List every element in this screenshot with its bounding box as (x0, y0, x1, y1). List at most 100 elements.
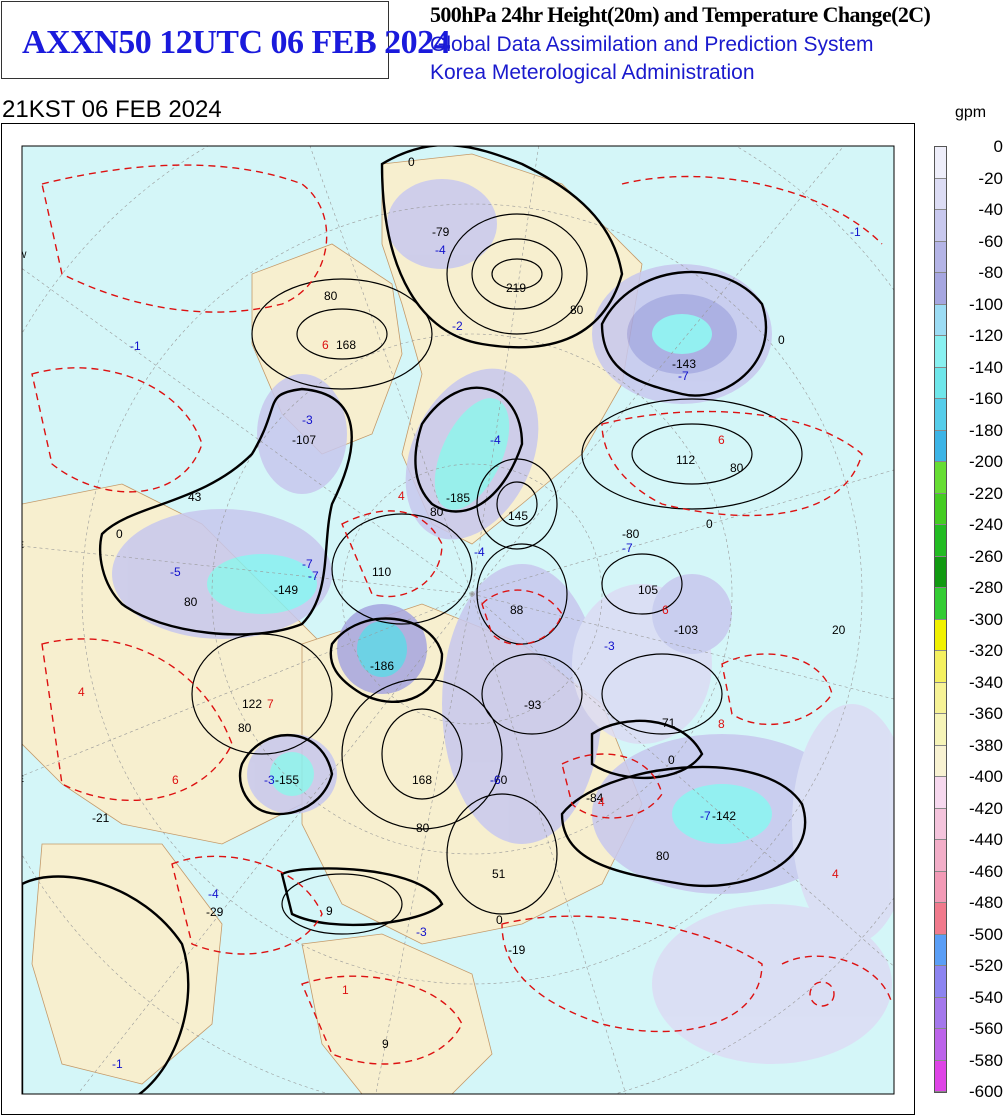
height-label: -29 (206, 905, 224, 919)
contour-label: 0 (116, 527, 123, 541)
contour-label: 80 (656, 849, 670, 863)
colorbar-swatch (935, 619, 946, 651)
height-label: -103 (674, 623, 698, 637)
land-india (301, 933, 493, 1094)
land-africa (31, 843, 223, 1085)
map-frame: 060W 090W 120W 060E 090E 120E 030W 000E … (1, 123, 915, 1115)
colorbar-label: 0 (993, 137, 1003, 156)
temp-warm-label: 1 (342, 983, 349, 997)
height-label: 145 (508, 509, 528, 523)
contour-label: 0 (778, 333, 785, 347)
colorbar-swatch (935, 651, 946, 683)
colorbar-swatch (935, 241, 946, 273)
height-label: -185 (446, 491, 470, 505)
temp-warm-label: 6 (718, 433, 725, 447)
lat-label-150e: 150E (895, 980, 914, 990)
colorbar-swatch (935, 336, 946, 368)
contour-label: 80 (184, 595, 198, 609)
colorbar-label: -400 (968, 767, 1003, 786)
colorbar (934, 146, 947, 1093)
height-label: -84 (586, 791, 604, 805)
temp-cold-label: -4 (490, 433, 501, 447)
colorbar-unit: gpm (955, 104, 987, 121)
colorbar-swatch (935, 273, 946, 305)
colorbar-label: -220 (968, 483, 1003, 503)
colorbar-swatch (935, 966, 946, 998)
height-label: 9 (326, 904, 333, 918)
height-label: 88 (510, 603, 524, 617)
colorbar-label: -480 (968, 893, 1003, 912)
colorbar-swatch (935, 525, 946, 557)
colorbar-label: -600 (968, 1082, 1003, 1101)
lon-label-090w: 090W (529, 132, 553, 142)
height-label: -21 (92, 811, 110, 825)
height-label: 219 (506, 281, 526, 295)
temp-cold-label: -7 (700, 809, 711, 823)
contour-label: 80 (416, 821, 430, 835)
contour-label: 80 (324, 289, 338, 303)
colorbar-label: -140 (968, 357, 1003, 377)
lat-label-000e: 000E (3, 540, 24, 550)
colorbar-label: -300 (968, 609, 1003, 629)
lat-label-030w: 030W (3, 250, 27, 260)
colorbar-label: -460 (968, 861, 1003, 881)
temperature-cold-labels: -4 -2 -1 -1 -3 -7 -4 -5 -7 -4 -7 -3 -3 -… (112, 225, 861, 1071)
colorbar-swatch (935, 997, 946, 1029)
temp-warm-label: 4 (78, 685, 85, 699)
height-label: 122 (242, 697, 262, 711)
contour-value-labels: 80 80 80 80 80 80 80 80 0 0 0 0 0 0 (116, 155, 785, 927)
height-label: -107 (292, 433, 316, 447)
colorbar-label: -20 (978, 168, 1003, 188)
height-label: 168 (412, 773, 432, 787)
lon-label-060w: 060W (270, 132, 294, 142)
height-label: -79 (432, 225, 450, 239)
colorbar-swatch (935, 399, 946, 431)
contour-label: 0 (496, 913, 503, 927)
temp-cold-label: -4 (208, 887, 219, 901)
colorbar-label: -520 (968, 956, 1003, 975)
colorbar-swatch (935, 556, 946, 588)
height-label: -93 (524, 698, 542, 712)
lon-label-060e: 060E (50, 1102, 71, 1112)
contour-label: 80 (730, 461, 744, 475)
temperature-contours (31, 164, 893, 1065)
colorbar-swatch (935, 1029, 946, 1061)
temp-cold-label: -7 (302, 557, 313, 571)
colorbar-label: -200 (968, 452, 1003, 471)
lon-label-090e: 090E (364, 1102, 385, 1112)
map-inner-border (21, 145, 895, 1095)
colorbar-swatch (935, 777, 946, 809)
colorbar-label: -120 (968, 326, 1003, 345)
colorbar-swatch (935, 903, 946, 935)
colorbar-label: -160 (968, 389, 1003, 408)
colorbar-swatch (935, 934, 946, 966)
temp-cold-label: -3 (604, 639, 615, 653)
title-box: AXXN50 12UTC 06 FEB 2024 (1, 1, 451, 79)
colorbar-label: -560 (968, 1019, 1003, 1038)
colorbar-label: -380 (968, 735, 1003, 755)
temp-cold-label: -7 (308, 569, 319, 583)
colorbar-label: -580 (968, 1050, 1003, 1070)
temperature-warm-labels: 6 6 4 6 7 4 6 4 1 4 8 (78, 338, 839, 997)
height-label: -80 (622, 527, 640, 541)
temp-cold-label: -1 (130, 339, 141, 353)
temp-warm-label: 6 (172, 773, 179, 787)
lat-label-030e: 030E (3, 774, 24, 784)
colorbar-label: -540 (968, 987, 1003, 1007)
height-label: -155 (275, 773, 299, 787)
height-center-labels: -79 219 168 -107 43 -143 112 -185 145 -8… (92, 225, 846, 1051)
colorbar-swatch (935, 1060, 946, 1092)
colorbar-label: -40 (978, 200, 1003, 219)
temp-warm-label: 6 (322, 338, 329, 352)
colorbar-swatch (935, 367, 946, 399)
colorbar-swatch (935, 840, 946, 872)
colorbar-label: -100 (968, 294, 1003, 314)
lon-label-120e: 120E (619, 1102, 640, 1112)
chart-code-title: AXXN50 12UTC 06 FEB 2024 (22, 24, 451, 61)
colorbar-swatch (935, 147, 946, 179)
colorbar-label: -180 (968, 420, 1003, 440)
temp-cold-label: -4 (474, 545, 485, 559)
temp-cold-label: -7 (678, 369, 689, 383)
temp-warm-label: 6 (662, 603, 669, 617)
product-title: 500hPa 24hr Height(20m) and Temperature … (430, 2, 931, 27)
